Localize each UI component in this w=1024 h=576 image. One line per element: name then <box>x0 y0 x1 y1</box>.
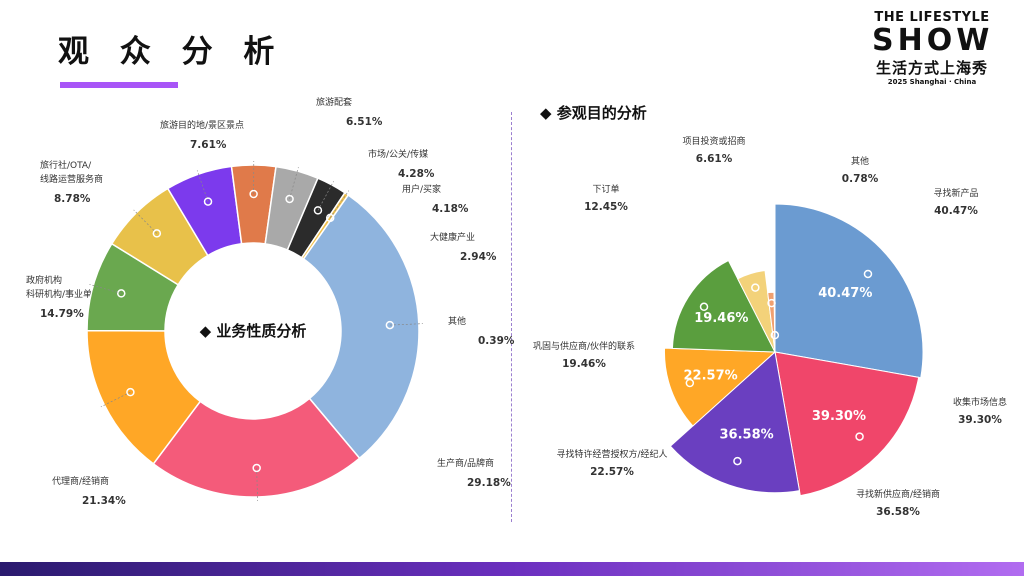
polar-label-7: 其他 <box>851 155 869 167</box>
donut-leader-9 <box>329 190 350 219</box>
donut-marker-2 <box>126 387 135 397</box>
donut-leader-0 <box>389 323 423 326</box>
donut-leader-5 <box>196 170 209 202</box>
donut-label-3: 旅行社/OTA/线路运营服务商 <box>40 159 103 185</box>
title-underline <box>60 82 178 88</box>
polar-marker-1 <box>855 432 864 441</box>
donut-slice-0 <box>302 193 420 460</box>
polar-marker-2 <box>733 456 742 466</box>
polar-slice-5 <box>737 269 776 353</box>
polar-slice-4 <box>671 259 776 353</box>
polar-marker-0 <box>863 269 873 279</box>
donut-pct-0: 29.18% <box>467 477 511 489</box>
logo-line1: THE LIFESTYLE <box>874 10 990 25</box>
donut-pct-5: 6.51% <box>346 116 383 128</box>
show-logo: THE LIFESTYLE SHOW 生活方式上海秀 2025 Shanghai… <box>872 10 992 100</box>
polar-pct-5: 12.45% <box>584 201 628 213</box>
polar-marker-4 <box>699 302 709 312</box>
donut-label-8: 大健康产业 <box>430 231 475 243</box>
polar-inner-pct-0: 40.47% <box>818 286 872 301</box>
donut-label-1: 代理商/经销商 <box>52 475 109 487</box>
polar-slice-0 <box>774 203 924 379</box>
donut-label-7: 用户/买家 <box>402 183 441 195</box>
polar-pct-6: 6.61% <box>696 153 733 165</box>
polar-pct-0: 40.47% <box>934 205 978 217</box>
donut-marker-4 <box>152 229 162 238</box>
page-title: 观 众 分 析 <box>58 34 285 70</box>
donut-marker-0 <box>385 320 395 330</box>
donut-marker-9 <box>325 213 335 223</box>
donut-slice-9 <box>300 191 350 260</box>
polar-label-1: 收集市场信息 <box>953 396 1007 408</box>
donut-leader-8 <box>317 181 334 211</box>
donut-label-2: 政府机构科研机构/事业单位 <box>26 274 101 300</box>
donut-marker-5 <box>203 197 213 206</box>
polar-marker-3 <box>685 378 695 388</box>
donut-pct-1: 21.34% <box>82 495 126 507</box>
donut-pct-6: 4.28% <box>398 168 435 180</box>
donut-pct-7: 4.18% <box>432 203 469 215</box>
polar-marker-6 <box>767 298 776 308</box>
polar-label-4: 巩固与供应商/伙伴的联系 <box>533 340 635 352</box>
donut-leader-2 <box>100 391 131 408</box>
bottom-bar <box>0 562 1024 576</box>
donut-label-5: 旅游配套 <box>316 96 352 108</box>
polar-slice-2 <box>669 351 801 494</box>
donut-leader-4 <box>133 209 158 234</box>
polar-pct-4: 19.46% <box>562 358 606 370</box>
polar-slice-1 <box>774 351 920 497</box>
donut-leader-3 <box>89 284 122 294</box>
donut-label-6: 市场/公关/传媒 <box>368 148 428 160</box>
right-section-title: ◆ 参观目的分析 <box>540 104 647 122</box>
polar-slice-6 <box>767 291 776 353</box>
polar-label-2: 寻找新供应商/经销商 <box>856 488 940 500</box>
donut-pct-4: 7.61% <box>190 139 227 151</box>
donut-marker-7 <box>285 194 294 204</box>
donut-slice-1 <box>152 397 361 498</box>
polar-marker-7 <box>770 330 780 340</box>
section-divider <box>511 112 512 522</box>
donut-pct-8: 2.94% <box>460 251 497 263</box>
donut-label-9: 其他 <box>448 315 466 327</box>
polar-inner-pct-1: 39.30% <box>812 409 866 424</box>
polar-label-6: 项目投资或招商 <box>682 135 745 147</box>
donut-marker-8 <box>313 206 323 215</box>
donut-label-0: 生产商/品牌商 <box>437 457 494 469</box>
polar-label-0: 寻找新产品 <box>933 187 978 199</box>
donut-pct-3: 8.78% <box>54 193 91 205</box>
logo-line2: SHOW <box>872 23 994 58</box>
polar-inner-pct-3: 22.57% <box>684 368 738 383</box>
donut-marker-1 <box>252 463 261 473</box>
polar-inner-pct-4: 19.46% <box>694 311 748 326</box>
polar-pct-2: 36.58% <box>876 506 920 518</box>
donut-marker-3 <box>117 289 126 298</box>
donut-marker-6 <box>249 189 258 199</box>
polar-pct-1: 39.30% <box>958 414 1002 426</box>
donut-pct-2: 14.79% <box>40 308 84 320</box>
logo-line3: 生活方式上海秀 <box>875 59 988 77</box>
donut-leader-1 <box>256 467 258 501</box>
donut-center-title: ◆ 业务性质分析 <box>200 322 307 340</box>
polar-label-3: 寻找特许经营授权方/经纪人 <box>556 448 667 460</box>
polar-slice-3 <box>664 347 777 427</box>
polar-pct-3: 22.57% <box>590 466 634 478</box>
donut-label-4: 旅游目的地/景区景点 <box>160 119 244 131</box>
donut-pct-9: 0.39% <box>478 335 515 347</box>
polar-pct-7: 0.78% <box>842 173 879 185</box>
polar-label-5: 下订单 <box>592 183 619 195</box>
donut-leader-7 <box>289 167 299 200</box>
polar-inner-pct-2: 36.58% <box>720 427 774 442</box>
polar-marker-5 <box>751 283 760 292</box>
logo-line4: 2025 Shanghai · China <box>887 78 977 86</box>
